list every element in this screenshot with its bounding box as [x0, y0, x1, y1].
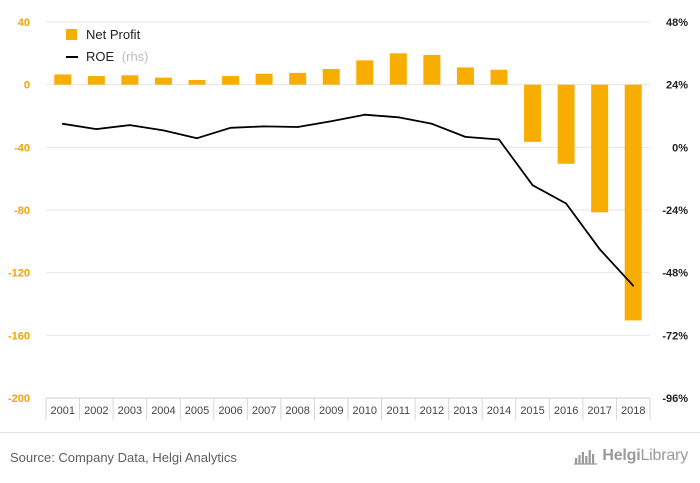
roe-point-2012 — [430, 122, 433, 125]
net-profit-bar-2001 — [54, 74, 72, 85]
x-tick-label: 2011 — [387, 405, 411, 417]
x-tick-label: 2010 — [353, 405, 377, 417]
x-tick-label: 2002 — [84, 405, 108, 417]
y-left-tick-label: -80 — [14, 205, 30, 217]
source-note: Source: Company Data, Helgi Analytics — [10, 450, 237, 465]
roe-point-2018 — [632, 284, 635, 287]
x-tick-label: 2017 — [587, 405, 611, 417]
x-tick-label: 2015 — [520, 405, 544, 417]
legend-roe-label: ROE — [86, 49, 115, 64]
x-tick-label: 2001 — [51, 405, 75, 417]
roe-point-2001 — [61, 122, 64, 125]
net-profit-bar-2016 — [557, 84, 575, 164]
x-tick-label: 2006 — [218, 405, 242, 417]
roe-point-2008 — [296, 126, 299, 128]
roe-point-2005 — [196, 137, 198, 140]
roe-point-2014 — [498, 138, 500, 141]
x-tick-label: 2009 — [319, 405, 343, 417]
y-left-tick-label: -160 — [8, 330, 30, 342]
y-right-tick-label: -48% — [662, 268, 688, 280]
roe-point-2016 — [565, 202, 568, 205]
roe-point-2004 — [162, 129, 165, 132]
net-profit-bar-2017 — [591, 84, 609, 213]
x-tick-label: 2014 — [487, 405, 511, 417]
x-tick-label: 2012 — [420, 405, 444, 417]
y-right-tick-label: -96% — [662, 393, 688, 405]
helgi-library-logo-icon — [574, 450, 598, 465]
net-profit-bar-2004 — [154, 77, 172, 85]
net-profit-bar-2003 — [121, 75, 139, 85]
legend-roe-suffix: (rhs) — [122, 49, 149, 64]
footer: Source: Company Data, Helgi Analytics He… — [0, 432, 700, 483]
x-tick-label: 2007 — [252, 405, 276, 417]
net-profit-bar-2006 — [222, 76, 240, 85]
net-profit-bar-2014 — [490, 69, 508, 85]
roe-point-2002 — [95, 128, 98, 130]
roe-point-2006 — [229, 126, 232, 129]
net-profit-bar-2011 — [389, 53, 407, 85]
x-tick-label: 2008 — [285, 405, 309, 417]
net-profit-bar-2008 — [289, 72, 307, 85]
roe-point-2017 — [598, 248, 601, 251]
net-profit-bar-2002 — [87, 76, 105, 85]
net-profit-bar-2007 — [255, 73, 273, 85]
legend-roe-text: ROE (rhs) — [86, 49, 149, 64]
legend-net-profit-swatch — [66, 29, 77, 40]
roe-line-group — [61, 113, 635, 287]
net-profit-bar-2009 — [322, 69, 340, 85]
roe-point-2009 — [330, 120, 333, 123]
brand-light: Library — [640, 447, 688, 464]
y-right-tick-label: -72% — [662, 330, 688, 342]
x-tick-label: 2005 — [185, 405, 209, 417]
y-right-tick-label: 24% — [666, 80, 688, 92]
x-tick-label: 2003 — [118, 405, 142, 417]
y-right-tick-label: -24% — [662, 205, 688, 217]
net-profit-bar-2005 — [188, 79, 206, 85]
roe-line — [62, 113, 634, 287]
brand: HelgiLibrary — [574, 447, 688, 465]
x-tick-label: 2018 — [621, 405, 645, 417]
net-profit-bars — [54, 53, 642, 321]
x-tick-label: 2004 — [151, 405, 175, 417]
y-right-tick-label: 48% — [666, 17, 688, 29]
y-left-tick-label: -120 — [8, 268, 30, 280]
roe-point-2007 — [263, 125, 266, 128]
roe-point-2010 — [363, 113, 366, 116]
net-profit-bar-2013 — [456, 67, 474, 85]
x-tick-label: 2013 — [453, 405, 477, 417]
net-profit-bar-2012 — [423, 54, 441, 85]
y-left-tick-label: 0 — [24, 80, 30, 92]
net-profit-bar-2010 — [356, 60, 374, 85]
net-profit-bar-2015 — [524, 84, 542, 142]
brand-name: HelgiLibrary — [602, 447, 688, 465]
y-left-tick-label: -200 — [8, 393, 30, 405]
footer-divider — [0, 432, 700, 433]
net-profit-bar-2018 — [624, 84, 642, 321]
y-left-tick-label: 40 — [18, 17, 30, 29]
brand-bold: Helgi — [602, 447, 641, 464]
y-left-tick-label: -40 — [14, 142, 30, 154]
y-right-tick-label: 0% — [672, 142, 688, 154]
roe-point-2013 — [464, 135, 467, 138]
axes: 40 48% 0 24% -40 0% -80 -24% -120 -48% -160 -72% -20… — [8, 17, 688, 420]
roe-point-2015 — [531, 184, 534, 187]
legend-net-profit-label: Net Profit — [86, 27, 141, 42]
roe-point-2011 — [397, 116, 400, 119]
roe-point-2003 — [128, 124, 131, 127]
combo-chart: 40 48% 0 24% -40 0% -80 -24% -120 -48% -160 -72% -20… — [8, 17, 688, 420]
legend: Net Profit ROE (rhs) — [66, 27, 149, 64]
x-tick-label: 2016 — [554, 405, 578, 417]
